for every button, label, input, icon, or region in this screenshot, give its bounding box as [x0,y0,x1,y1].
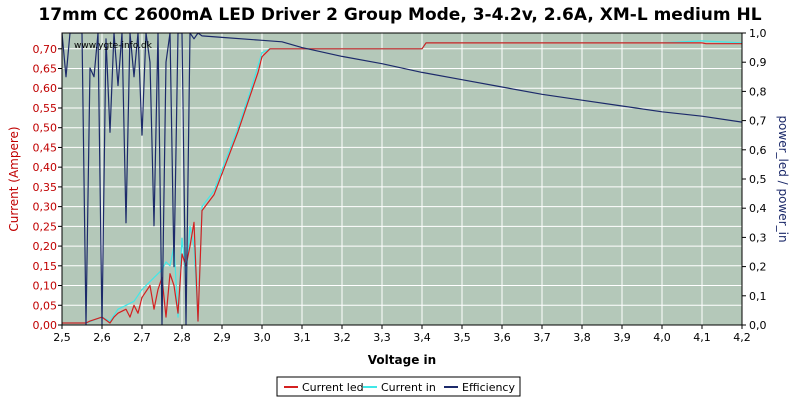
y-right-tick-label: 0,7 [749,115,767,128]
y-left-tick-label: 0,50 [33,122,58,135]
x-tick-label: 3,4 [413,331,431,344]
y-left-axis-ticks: 0,00 0,05 0,10 0,15 0,20 0,25 0,30 0,35 0,40 0,45… [33,43,62,332]
y-left-tick-label: 0,40 [33,161,58,174]
series-layer [62,33,742,325]
y-left-tick-label: 0,10 [33,280,58,293]
legend-label: Current in [381,381,436,394]
x-tick-label: 2,7 [133,331,151,344]
x-tick-label: 4,1 [693,331,711,344]
y-left-axis-label: Current (Ampere) [7,126,21,231]
y-left-tick-label: 0,45 [33,141,58,154]
x-tick-label: 3,0 [253,331,271,344]
y-right-tick-label: 0,8 [749,85,767,98]
x-tick-label: 3,9 [613,331,631,344]
y-left-tick-label: 0,20 [33,240,58,253]
watermark: www.ygte-info.dk [74,41,153,51]
y-left-tick-label: 0,60 [33,82,58,95]
legend: Current led Current in Efficiency [276,376,521,397]
y-left-tick-label: 0,05 [33,299,58,312]
x-tick-label: 3,5 [453,331,471,344]
x-tick-label: 2,8 [173,331,191,344]
y-left-tick-label: 0,15 [33,260,58,273]
y-left-tick-label: 0,30 [33,201,58,214]
x-tick-label: 3,1 [293,331,311,344]
x-axis-ticks: 2,5 2,6 2,7 2,8 2,9 3,0 3,1 3,2 3,3 3,4 3,5 3,6 3,7 3… [53,325,751,344]
y-right-tick-label: 1,0 [749,27,767,40]
x-tick-label: 2,5 [53,331,71,344]
series-line-current-led [62,42,742,324]
x-tick-label: 2,6 [93,331,111,344]
x-tick-label: 2,9 [213,331,231,344]
y-right-tick-label: 0,3 [749,231,767,244]
x-tick-label: 3,6 [493,331,511,344]
x-axis-label: Voltage in [368,353,436,367]
chart-title: 17mm CC 2600mA LED Driver 2 Group Mode, … [38,5,761,25]
y-left-tick-label: 0,25 [33,220,58,233]
y-right-tick-label: 0,6 [749,144,767,157]
y-right-tick-label: 0,0 [749,319,767,332]
x-tick-label: 3,2 [333,331,351,344]
series-line-efficiency [62,33,742,325]
x-tick-label: 4,2 [733,331,751,344]
y-right-tick-label: 0,2 [749,261,767,274]
x-tick-label: 3,7 [533,331,551,344]
x-tick-label: 3,3 [373,331,391,344]
y-left-tick-label: 0,35 [33,181,58,194]
y-right-tick-label: 0,9 [749,56,767,69]
y-right-tick-label: 0,1 [749,290,767,303]
y-right-axis-label: power_led / power_in [776,115,790,242]
y-right-axis-ticks: 0,0 0,1 0,2 0,3 0,4 0,5 0,6 0,7 0,8 0,9 1,0 [742,27,767,332]
legend-box [276,376,521,397]
legend-label: Current led [302,381,364,394]
y-right-tick-label: 0,4 [749,202,767,215]
y-left-tick-label: 0,00 [33,319,58,332]
y-left-tick-label: 0,70 [33,43,58,56]
y-left-tick-label: 0,55 [33,102,58,115]
legend-label: Efficiency [462,381,515,394]
x-tick-label: 4,0 [653,331,671,344]
y-left-tick-label: 0,65 [33,63,58,76]
y-right-tick-label: 0,5 [749,173,767,186]
x-tick-label: 3,8 [573,331,591,344]
